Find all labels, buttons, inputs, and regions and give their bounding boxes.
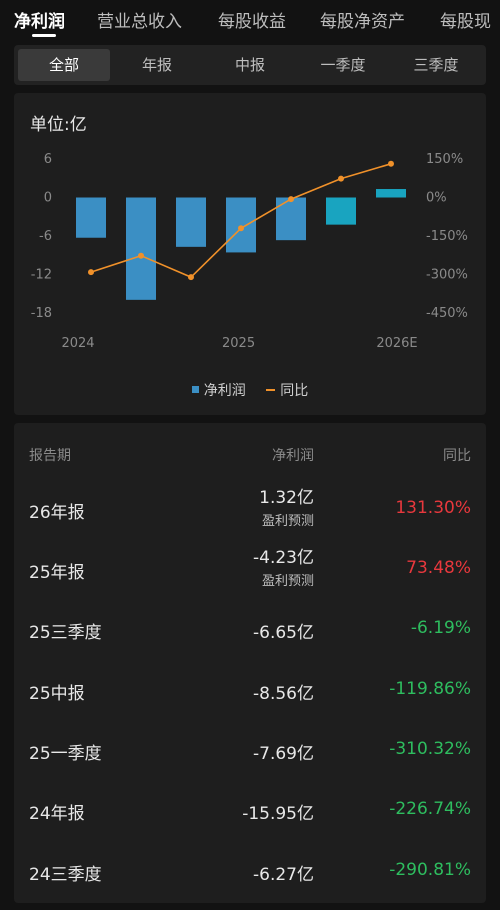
legend-label-yoy: 同比 [280,383,309,399]
unit-label: 单位:亿 [30,115,87,135]
period-selector: 全部 年报 中报 一季度 三季度 [14,45,486,85]
y-left-tick-label: -18 [31,306,52,321]
row-forecast-note: 盈利预测 [261,514,314,529]
row-yoy: -290.81% [389,860,471,880]
row-yoy: 73.48% [406,558,471,578]
point-yoy [388,160,394,167]
point-yoy [238,225,244,232]
x-tick-label: 2024 [61,336,94,351]
tab-eps[interactable]: 每股收益 [218,12,286,32]
point-yoy [338,175,344,182]
row-net-profit: -6.65亿 [253,623,314,643]
row-period: 24三季度 [29,865,102,885]
bar-net-profit [276,197,306,241]
table-row[interactable]: 25三季度 -6.65亿 -6.19% [14,599,486,659]
x-tick-label: 2026E [376,336,417,351]
period-interim-button[interactable]: 中报 [234,56,265,74]
active-tab-underline [32,34,56,37]
y-right-tick-label: -150% [426,229,468,244]
table-row[interactable]: 24三季度 -6.27亿 -290.81% [14,841,486,901]
tab-net-profit[interactable]: 净利润 [14,12,65,32]
bar-net-profit [226,197,256,253]
row-forecast-note: 盈利预测 [261,574,314,589]
legend-item-yoy[interactable]: 同比 [266,380,308,400]
header-period: 报告期 [29,448,71,464]
point-yoy [138,252,144,259]
row-net-profit: 1.32亿 [259,488,314,508]
row-net-profit: -15.95亿 [242,804,314,824]
chart-card: 单位:亿 6 0 -6 -12 -18 150% 0% -150% -300% -450% 2024… [14,93,486,415]
table-row[interactable]: 24年报 -15.95亿 -226.74% [14,780,486,840]
y-right-tick-label: -300% [426,268,468,283]
y-left-tick-label: -12 [31,268,52,283]
legend-label-net-profit: 净利润 [203,383,246,399]
row-net-profit: -4.23亿 [253,548,314,568]
row-net-profit: -8.56亿 [253,684,314,704]
bar-swatch-icon [191,386,199,393]
row-period: 24年报 [29,804,85,824]
y-left-tick-label: 0 [44,191,52,206]
row-yoy: 131.30% [395,498,471,518]
x-tick-label: 2025 [222,336,255,351]
header-net-profit: 净利润 [272,448,314,464]
tab-bvps[interactable]: 每股净资产 [320,12,405,32]
period-annual-button[interactable]: 年报 [141,56,172,74]
bar-net-profit [326,197,356,225]
legend-item-net-profit[interactable]: 净利润 [191,380,246,400]
data-table: 报告期 净利润 同比 26年报 1.32亿盈利预测 131.30% 25年报 -4.23… [14,423,486,903]
row-net-profit: -7.69亿 [253,744,314,764]
row-period: 26年报 [29,503,85,523]
point-yoy [88,269,94,276]
chart-legend: 净利润 同比 [14,380,486,400]
period-q1-button[interactable]: 一季度 [320,56,366,74]
row-yoy: -226.74% [389,799,471,819]
bar-net-profit [376,189,406,198]
row-yoy: -310.32% [389,739,471,759]
bar-net-profit [176,197,206,247]
point-yoy [288,196,294,203]
bar-net-profit [76,197,106,238]
period-all-button[interactable]: 全部 [18,49,110,81]
table-row[interactable]: 25中报 -8.56亿 -119.86% [14,660,486,720]
tab-total-revenue[interactable]: 营业总收入 [97,12,182,32]
table-row[interactable]: 26年报 1.32亿盈利预测 131.30% [14,479,486,539]
metric-tabs: 净利润 营业总收入 每股收益 每股净资产 每股现 [0,0,500,40]
net-profit-chart[interactable]: 6 0 -6 -12 -18 150% 0% -150% -300% -450% 2024 2025 2… [14,93,486,373]
point-yoy [188,274,194,281]
period-q3-button[interactable]: 三季度 [413,56,459,74]
y-right-tick-label: 150% [426,152,463,167]
line-swatch-icon [266,389,276,391]
y-left-tick-label: 6 [44,152,52,167]
row-period: 25一季度 [29,744,102,764]
header-yoy: 同比 [443,448,471,464]
y-right-tick-label: 0% [426,191,447,206]
row-period: 25中报 [29,684,85,704]
row-yoy: -119.86% [389,679,471,699]
table-row[interactable]: 25一季度 -7.69亿 -310.32% [14,720,486,780]
table-row[interactable]: 25年报 -4.23亿盈利预测 73.48% [14,539,486,599]
row-net-profit: -6.27亿 [253,865,314,885]
row-period: 25年报 [29,563,85,583]
y-left-tick-label: -6 [39,229,52,244]
y-right-tick-label: -450% [426,306,468,321]
row-yoy: -6.19% [410,618,471,638]
tab-cash-per-share[interactable]: 每股现 [440,12,491,32]
bar-net-profit [126,197,156,300]
row-period: 25三季度 [29,623,102,643]
